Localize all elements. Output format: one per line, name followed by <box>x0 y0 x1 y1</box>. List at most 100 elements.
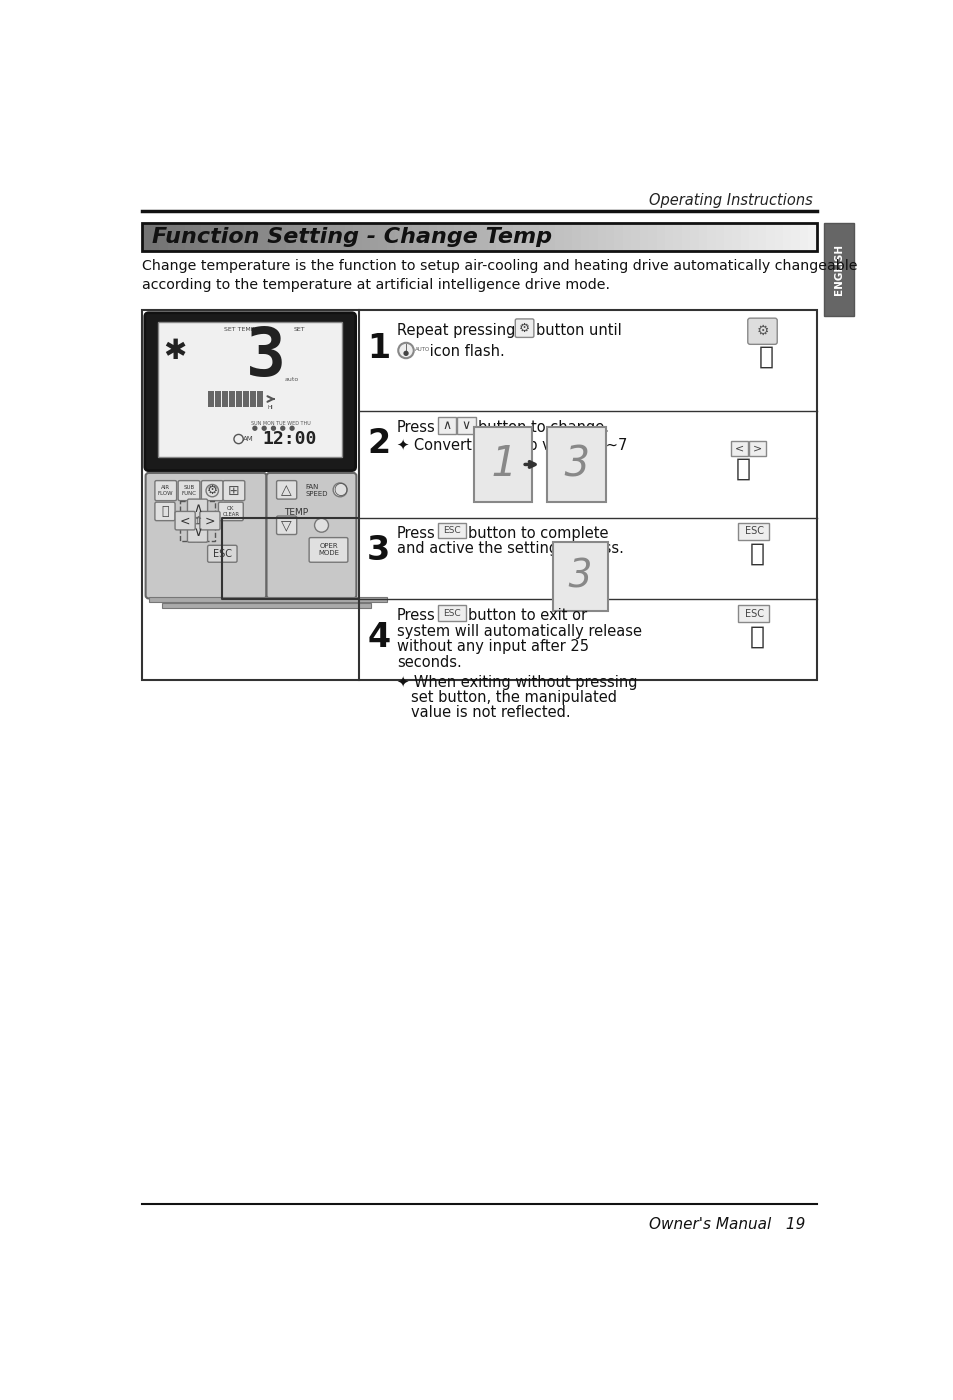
Bar <box>395 224 404 251</box>
Bar <box>622 224 632 251</box>
Text: ◯: ◯ <box>333 483 347 497</box>
Text: and active the setting process.: and active the setting process. <box>396 542 623 556</box>
Bar <box>656 224 665 251</box>
Bar <box>538 224 547 251</box>
Bar <box>823 224 853 316</box>
Text: |: | <box>404 344 407 354</box>
Text: AM: AM <box>243 435 253 442</box>
Circle shape <box>253 427 256 430</box>
FancyBboxPatch shape <box>223 480 245 501</box>
Text: 🤚: 🤚 <box>749 624 763 648</box>
Text: button until: button until <box>536 323 621 337</box>
Text: system will automatically release: system will automatically release <box>396 624 641 638</box>
Bar <box>757 224 766 251</box>
Bar <box>462 224 472 251</box>
Bar <box>774 224 783 251</box>
Bar <box>286 224 294 251</box>
Bar <box>647 224 657 251</box>
Text: 🤚: 🤚 <box>735 456 750 480</box>
Text: Press: Press <box>396 609 435 623</box>
Text: △: △ <box>281 483 292 497</box>
Text: 3: 3 <box>568 557 592 595</box>
Circle shape <box>397 343 414 358</box>
Text: AUTO: AUTO <box>415 347 430 351</box>
Bar <box>222 391 228 406</box>
Text: SET TEMP: SET TEMP <box>224 328 254 332</box>
Bar <box>765 224 775 251</box>
Bar <box>201 224 211 251</box>
Text: ⏱: ⏱ <box>161 505 169 518</box>
Bar <box>471 224 480 251</box>
FancyBboxPatch shape <box>730 441 747 456</box>
Bar <box>142 224 152 251</box>
Bar <box>563 224 573 251</box>
FancyBboxPatch shape <box>266 473 356 598</box>
Text: ⚙: ⚙ <box>207 484 217 497</box>
Bar <box>504 224 514 251</box>
Bar <box>445 224 455 251</box>
Text: 3: 3 <box>367 533 390 567</box>
Bar <box>555 224 564 251</box>
Bar <box>370 224 379 251</box>
Text: Repeat pressing: Repeat pressing <box>396 323 515 337</box>
Bar <box>740 224 749 251</box>
Text: >: > <box>753 444 761 454</box>
Bar <box>807 224 817 251</box>
Text: 12:00: 12:00 <box>262 430 316 448</box>
Text: >: > <box>205 514 215 528</box>
Bar <box>479 224 488 251</box>
FancyBboxPatch shape <box>187 500 208 518</box>
FancyBboxPatch shape <box>309 538 348 563</box>
Bar <box>673 224 682 251</box>
Bar <box>168 224 177 251</box>
Bar <box>690 224 699 251</box>
Text: ⚙: ⚙ <box>756 325 768 339</box>
Text: ESC: ESC <box>744 526 763 536</box>
FancyBboxPatch shape <box>737 605 768 622</box>
FancyBboxPatch shape <box>276 480 296 500</box>
Text: Change temperature is the function to setup air-cooling and heating drive automa: Change temperature is the function to se… <box>142 259 857 293</box>
FancyBboxPatch shape <box>201 480 223 501</box>
Text: set button, the manipulated: set button, the manipulated <box>410 690 616 706</box>
Bar <box>215 391 220 406</box>
Bar <box>252 224 261 251</box>
Bar <box>142 311 816 680</box>
FancyBboxPatch shape <box>178 480 199 501</box>
FancyBboxPatch shape <box>456 417 476 434</box>
Bar <box>361 224 371 251</box>
Text: without any input after 25: without any input after 25 <box>396 640 588 654</box>
Bar <box>353 224 362 251</box>
Bar <box>698 224 707 251</box>
Circle shape <box>314 518 328 532</box>
Text: ESC: ESC <box>442 609 460 617</box>
Text: ✦ When exiting without pressing: ✦ When exiting without pressing <box>396 675 637 690</box>
FancyBboxPatch shape <box>146 473 266 598</box>
Text: ⇧: ⇧ <box>193 515 202 525</box>
Text: ∨: ∨ <box>193 526 202 539</box>
Text: 4: 4 <box>367 620 390 654</box>
Text: ESC: ESC <box>442 526 460 535</box>
Bar <box>387 224 395 251</box>
Bar <box>437 224 446 251</box>
Bar <box>227 224 235 251</box>
Text: auto: auto <box>284 377 298 382</box>
Bar <box>269 224 278 251</box>
Bar <box>681 224 690 251</box>
Circle shape <box>333 483 347 497</box>
Bar <box>420 224 430 251</box>
Bar <box>412 224 421 251</box>
Circle shape <box>272 427 275 430</box>
FancyBboxPatch shape <box>199 511 220 531</box>
FancyBboxPatch shape <box>218 503 243 521</box>
Text: SUN MON TUE WED THU: SUN MON TUE WED THU <box>251 420 311 426</box>
Text: ✦ Converting temp value : 1~7: ✦ Converting temp value : 1~7 <box>396 438 626 454</box>
Bar <box>639 224 648 251</box>
FancyBboxPatch shape <box>437 524 465 539</box>
Bar <box>521 224 531 251</box>
Bar <box>208 391 213 406</box>
Bar <box>791 224 800 251</box>
Text: ENGLISH: ENGLISH <box>833 244 843 295</box>
Bar <box>530 224 538 251</box>
Circle shape <box>262 427 266 430</box>
Bar <box>597 224 606 251</box>
